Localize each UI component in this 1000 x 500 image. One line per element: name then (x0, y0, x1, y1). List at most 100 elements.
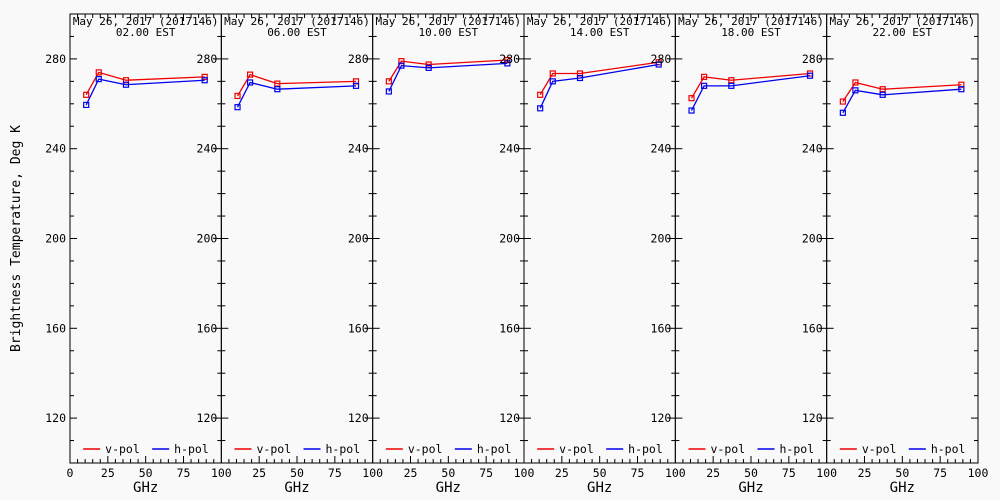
data-point-marker-h-pol (655, 61, 662, 68)
data-point-marker-v-pol (274, 80, 281, 87)
data-point-marker-v-pol (549, 70, 556, 77)
x-axis-title: GHz (587, 480, 612, 496)
y-axis-tick-label: 200 (45, 232, 66, 246)
data-point-marker-h-pol (688, 107, 695, 114)
x-axis-tick-label: 100 (665, 466, 686, 480)
legend-label-h-pol: h-pol (326, 442, 361, 456)
panel-subtitle: 18.00 EST (721, 26, 781, 39)
data-point-marker-h-pol (234, 104, 241, 111)
data-point-marker-h-pol (700, 82, 708, 89)
y-axis-tick-label: 240 (45, 142, 66, 156)
legend-label-v-pol: v-pol (862, 442, 897, 456)
data-point-marker-h-pol (122, 81, 130, 88)
y-axis-tick-label: 120 (802, 411, 823, 425)
data-point-marker-h-pol (504, 60, 511, 67)
data-point-marker-h-pol (537, 105, 544, 112)
series-line-h-pol (388, 62, 508, 92)
data-point-marker-v-pol (728, 77, 735, 84)
x-axis-tick-label: 50 (593, 466, 607, 480)
data-point-marker-h-pol (806, 72, 814, 79)
legend-label-h-pol: h-pol (477, 442, 512, 456)
x-axis-tick-label: 25 (101, 466, 115, 480)
data-point-marker-h-pol (83, 101, 90, 109)
x-axis-tick-label: 50 (139, 466, 153, 480)
x-axis-tick-label: 75 (328, 466, 342, 480)
y-axis-tick-label: 120 (45, 411, 66, 425)
data-point-marker-h-pol (201, 77, 208, 84)
series-line-v-pol (690, 72, 811, 99)
x-axis-title: GHz (436, 480, 461, 496)
data-point-marker-v-pol (425, 61, 432, 68)
y-axis-tick-label: 240 (197, 142, 218, 156)
y-axis-tick-label: 160 (45, 321, 66, 335)
y-axis-tick-label: 240 (802, 142, 823, 156)
series-line-h-pol (236, 81, 357, 108)
y-axis-tick-label: 160 (499, 321, 520, 335)
x-axis-tick-label: 50 (441, 466, 455, 480)
chart-panel-0600: 120 160 200 240 280 25 50 75 100 May 26, 2017 (20… (197, 13, 383, 496)
y-axis-tick-label: 280 (348, 52, 369, 66)
data-point-marker-h-pol (576, 74, 584, 82)
y-axis-tick-label: 240 (499, 142, 520, 156)
series-line-v-pol (85, 71, 205, 96)
data-point-marker-v-pol (504, 56, 511, 64)
y-axis-tick-label: 240 (651, 142, 672, 156)
x-axis-tick-label: 75 (177, 466, 191, 480)
y-axis-tick-label: 160 (348, 321, 369, 335)
y-axis-tick-label: 280 (802, 52, 823, 66)
x-axis-tick-label: 75 (933, 466, 947, 480)
data-point-marker-v-pol (201, 73, 208, 80)
panel-subtitle: 14.00 EST (570, 26, 630, 39)
series-line-v-pol (388, 59, 508, 82)
x-axis-tick-label: 25 (555, 466, 569, 480)
legend-label-h-pol: h-pol (780, 442, 815, 456)
x-axis-tick-label: 25 (706, 466, 720, 480)
data-point-marker-h-pol (549, 78, 556, 85)
x-axis-tick-label: 25 (252, 466, 266, 480)
panel-subtitle: 06.00 EST (267, 26, 327, 39)
data-point-marker-v-pol (537, 91, 544, 98)
panel-subtitle: 10.00 EST (419, 26, 479, 39)
data-point-marker-h-pol (274, 86, 281, 93)
y-axis-tick-label: 160 (651, 321, 672, 335)
chart-panel-2200: 120 160 200 240 280 25 50 75 100 May 26, 2017 (20… (802, 13, 988, 496)
y-axis-tick-label: 240 (348, 142, 369, 156)
data-point-marker-v-pol (852, 79, 859, 86)
panel-border (826, 13, 979, 464)
y-axis-title: Brightness Temperature, Deg K (9, 125, 24, 352)
series-line-v-pol (842, 81, 962, 102)
legend-label-v-pol: v-pol (408, 442, 443, 456)
panel-subtitle: 02.00 EST (116, 26, 176, 39)
series-line-h-pol (539, 63, 659, 109)
x-axis-tick-label: 50 (895, 466, 909, 480)
data-point-marker-v-pol (246, 71, 254, 78)
panel-title: May 26, 2017 (2017146) (527, 15, 673, 28)
y-axis-tick-label: 120 (499, 411, 520, 425)
y-axis-tick-label: 200 (651, 232, 672, 246)
y-axis-tick-label: 200 (499, 232, 520, 246)
series-line-h-pol (842, 88, 962, 114)
y-axis-tick-label: 280 (499, 52, 520, 66)
data-point-marker-h-pol (385, 88, 392, 95)
data-point-marker-h-pol (839, 109, 846, 116)
chart-panel-1000: 120 160 200 240 280 25 50 75 100 May 26, 2017 (20… (348, 13, 534, 496)
x-axis-title: GHz (133, 480, 158, 496)
y-axis-tick-label: 200 (348, 232, 369, 246)
y-axis-tick-label: 120 (651, 411, 672, 425)
x-axis-tick-label: 25 (858, 466, 872, 480)
y-axis-tick-label: 160 (802, 321, 823, 335)
x-axis-title: GHz (738, 480, 763, 496)
x-axis-tick-label: 75 (631, 466, 645, 480)
data-point-marker-h-pol (879, 91, 886, 98)
x-axis-title: GHz (284, 480, 309, 496)
data-point-marker-v-pol (839, 98, 846, 105)
chart-panel-1400: 120 160 200 240 280 25 50 75 100 May 26, 2017 (20… (499, 13, 686, 496)
data-point-marker-h-pol (352, 82, 360, 89)
legend-label-v-pol: v-pol (559, 442, 594, 456)
panel-title: May 26, 2017 (2017146) (678, 15, 824, 28)
legend-label-v-pol: v-pol (257, 442, 292, 456)
panel-title: May 26, 2017 (2017146) (73, 15, 219, 28)
y-axis-tick-label: 200 (197, 232, 218, 246)
